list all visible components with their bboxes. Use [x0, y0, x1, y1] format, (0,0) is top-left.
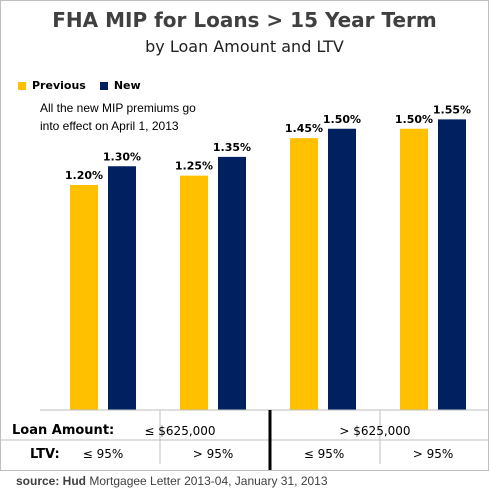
data-label-new-3: 1.50%	[323, 113, 361, 126]
bar-previous-3	[290, 138, 318, 410]
legend-label-previous: Previous	[32, 79, 86, 92]
bar-new-4	[438, 119, 466, 410]
source-prefix: source: Hud	[16, 474, 87, 488]
ltv-group-label-2: > 95%	[192, 447, 234, 461]
bar-previous-2	[180, 175, 208, 410]
bar-previous-1	[70, 185, 98, 410]
bar-previous-4	[400, 128, 428, 410]
loan-amount-row-label: Loan Amount:	[12, 423, 115, 438]
bar-new-1	[108, 166, 136, 410]
legend-item-new: New	[99, 79, 141, 92]
ltv-group-label-1: ≤ 95%	[82, 447, 124, 461]
data-label-previous-3: 1.45%	[285, 122, 323, 135]
legend-swatch-new	[99, 81, 108, 90]
data-label-new-2: 1.35%	[213, 141, 251, 154]
bar-new-2	[218, 156, 246, 410]
legend-item-previous: Previous	[18, 79, 86, 92]
ltv-group-label-3: ≤ 95%	[303, 447, 345, 461]
bar-new-3	[328, 128, 356, 410]
ltv-row-label: LTV:	[30, 447, 60, 462]
source-text: Mortgagee Letter 2013-04, January 31, 20…	[86, 474, 328, 488]
loan-group-label-2: > $625,000	[339, 424, 411, 438]
data-label-previous-4: 1.50%	[395, 113, 433, 126]
chart-annotation: All the new MIP premiums go into effect …	[40, 101, 196, 133]
legend: Previous New	[18, 79, 155, 92]
data-label-new-1: 1.30%	[103, 150, 141, 163]
plot-area: 1.20%1.25%1.45%1.50%1.30%1.35%1.50%1.55%	[0, 103, 489, 470]
data-label-previous-1: 1.20%	[65, 169, 103, 182]
legend-swatch-previous	[18, 81, 26, 90]
data-label-new-4: 1.55%	[433, 103, 471, 116]
chart-title: FHA MIP for Loans > 15 Year Term	[52, 8, 437, 32]
ltv-group-label-4: > 95%	[412, 447, 454, 461]
source-note: source: Hud Mortgagee Letter 2013-04, Ja…	[16, 474, 328, 488]
data-label-previous-2: 1.25%	[175, 160, 213, 173]
legend-label-new: New	[113, 79, 141, 92]
loan-group-label-1: ≤ $625,000	[144, 424, 216, 438]
chart-subtitle: by Loan Amount and LTV	[145, 37, 344, 56]
